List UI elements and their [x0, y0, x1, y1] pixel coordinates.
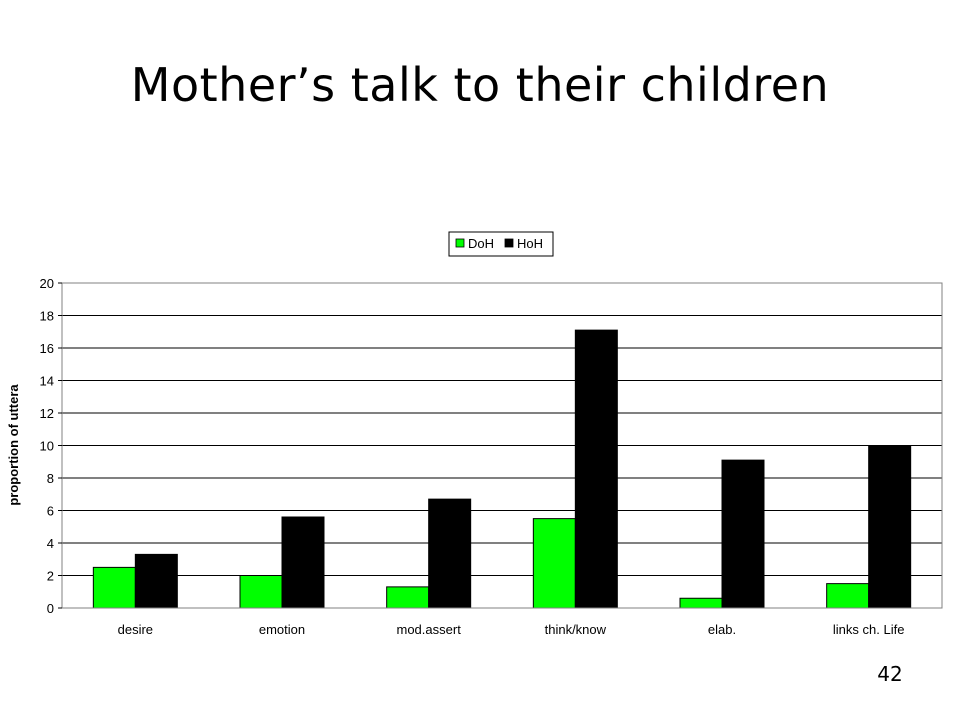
y-tick-label: 6 [47, 504, 54, 519]
legend-swatch-hoh [504, 238, 514, 248]
y-tick-label: 18 [40, 309, 54, 324]
bar-doh-4 [679, 597, 723, 609]
bar-hoh-3 [574, 329, 618, 609]
bar-hoh-5 [868, 445, 912, 609]
bar-doh-2 [386, 586, 430, 609]
bar-hoh-2 [428, 498, 472, 609]
y-tick-label: 4 [47, 536, 54, 551]
legend-swatch-doh [455, 238, 465, 248]
page-number: 42 [877, 662, 903, 686]
legend: DoH HoH [448, 231, 554, 257]
y-axis-title: proportion of uttera [6, 384, 21, 506]
bar-doh-3 [532, 518, 576, 609]
bars [92, 329, 912, 609]
bar-doh-0 [92, 566, 136, 609]
y-tick-label: 8 [47, 471, 54, 486]
bar-hoh-4 [721, 459, 765, 609]
y-tick-label: 16 [40, 341, 54, 356]
y-tick-label: 2 [47, 569, 54, 584]
y-tick-label: 14 [40, 374, 54, 389]
y-tick-label: 12 [40, 406, 54, 421]
bar-hoh-1 [281, 516, 325, 609]
x-category-label: emotion [259, 622, 305, 637]
gridlines [62, 282, 942, 609]
x-category-label: links ch. Life [833, 622, 905, 637]
x-category-label: think/know [545, 622, 607, 637]
bar-doh-5 [826, 583, 870, 609]
x-category-label: desire [118, 622, 153, 637]
y-tick-label: 20 [40, 276, 54, 291]
y-tick-label: 10 [40, 439, 54, 454]
legend-label-hoh: HoH [517, 236, 543, 251]
x-category-label: mod.assert [397, 622, 462, 637]
bar-doh-1 [239, 575, 283, 609]
y-tick-label: 0 [47, 601, 54, 616]
x-category-labels: desire emotion mod.assert think/know elab. li… [118, 622, 905, 637]
y-tick-labels: 0 2 4 6 8 10 12 14 16 18 20 [40, 276, 62, 616]
slide-title: Mother’s talk to their children [130, 58, 830, 112]
x-category-label: elab. [708, 622, 736, 637]
legend-frame [448, 231, 554, 257]
legend-label-doh: DoH [468, 236, 494, 251]
bar-hoh-0 [134, 553, 178, 609]
